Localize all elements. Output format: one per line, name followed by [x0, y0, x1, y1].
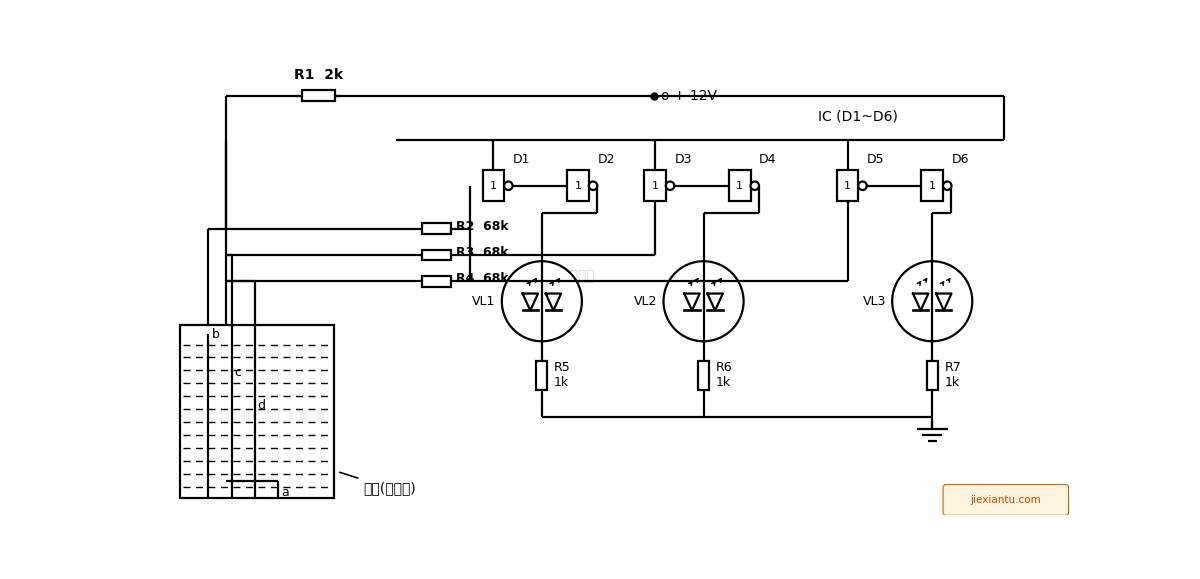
- Circle shape: [750, 181, 758, 190]
- Text: R3  68k: R3 68k: [456, 246, 508, 259]
- Text: R7: R7: [944, 361, 961, 374]
- Bar: [421, 276, 451, 287]
- Text: D5: D5: [866, 153, 884, 166]
- Bar: [728, 170, 750, 201]
- Text: R4  68k: R4 68k: [456, 273, 509, 285]
- Bar: [926, 361, 937, 390]
- Text: D2: D2: [598, 153, 614, 166]
- Text: D3: D3: [674, 153, 691, 166]
- Text: R6: R6: [716, 361, 732, 374]
- Text: b: b: [211, 328, 220, 341]
- FancyBboxPatch shape: [943, 485, 1068, 515]
- Text: 1k: 1k: [716, 376, 731, 389]
- Text: VL3: VL3: [863, 295, 886, 308]
- Text: R2  68k: R2 68k: [456, 220, 509, 233]
- Circle shape: [589, 181, 598, 190]
- Text: D1: D1: [512, 153, 530, 166]
- Text: 1: 1: [652, 181, 659, 190]
- Circle shape: [664, 261, 744, 341]
- Text: c: c: [235, 367, 241, 379]
- Text: R5: R5: [554, 361, 571, 374]
- Circle shape: [666, 181, 674, 190]
- Text: D6: D6: [952, 153, 968, 166]
- Text: R1  2k: R1 2k: [294, 68, 343, 82]
- Text: IC (D1~D6): IC (D1~D6): [817, 109, 898, 123]
- Text: 1k: 1k: [944, 376, 960, 389]
- Bar: [482, 170, 504, 201]
- Bar: [180, 325, 334, 499]
- Text: 1: 1: [737, 181, 743, 190]
- Bar: [922, 170, 943, 201]
- Bar: [644, 170, 666, 201]
- Text: o + 12V: o + 12V: [661, 89, 718, 102]
- Bar: [568, 170, 589, 201]
- Text: 水筱(或水塔): 水筱(或水塔): [340, 472, 416, 495]
- Text: VL1: VL1: [473, 295, 496, 308]
- Text: 1: 1: [844, 181, 851, 190]
- Bar: [421, 250, 451, 261]
- Circle shape: [892, 261, 972, 341]
- Text: 1: 1: [490, 181, 497, 190]
- Circle shape: [502, 261, 582, 341]
- Text: VL2: VL2: [634, 295, 658, 308]
- Bar: [421, 223, 451, 234]
- Text: a: a: [281, 486, 288, 499]
- Circle shape: [504, 181, 512, 190]
- Bar: [698, 361, 709, 390]
- Text: D4: D4: [758, 153, 776, 166]
- Text: 1: 1: [929, 181, 936, 190]
- Text: 苏州煜普科技有限公司: 苏州煜普科技有限公司: [511, 270, 595, 284]
- Bar: [836, 170, 858, 201]
- Text: jiexiantu.com: jiexiantu.com: [970, 495, 1040, 505]
- Bar: [536, 361, 547, 390]
- Text: d: d: [258, 400, 265, 412]
- Circle shape: [858, 181, 866, 190]
- Bar: [302, 90, 335, 101]
- Text: 1: 1: [575, 181, 582, 190]
- Text: 1k: 1k: [554, 376, 569, 389]
- Circle shape: [943, 181, 952, 190]
